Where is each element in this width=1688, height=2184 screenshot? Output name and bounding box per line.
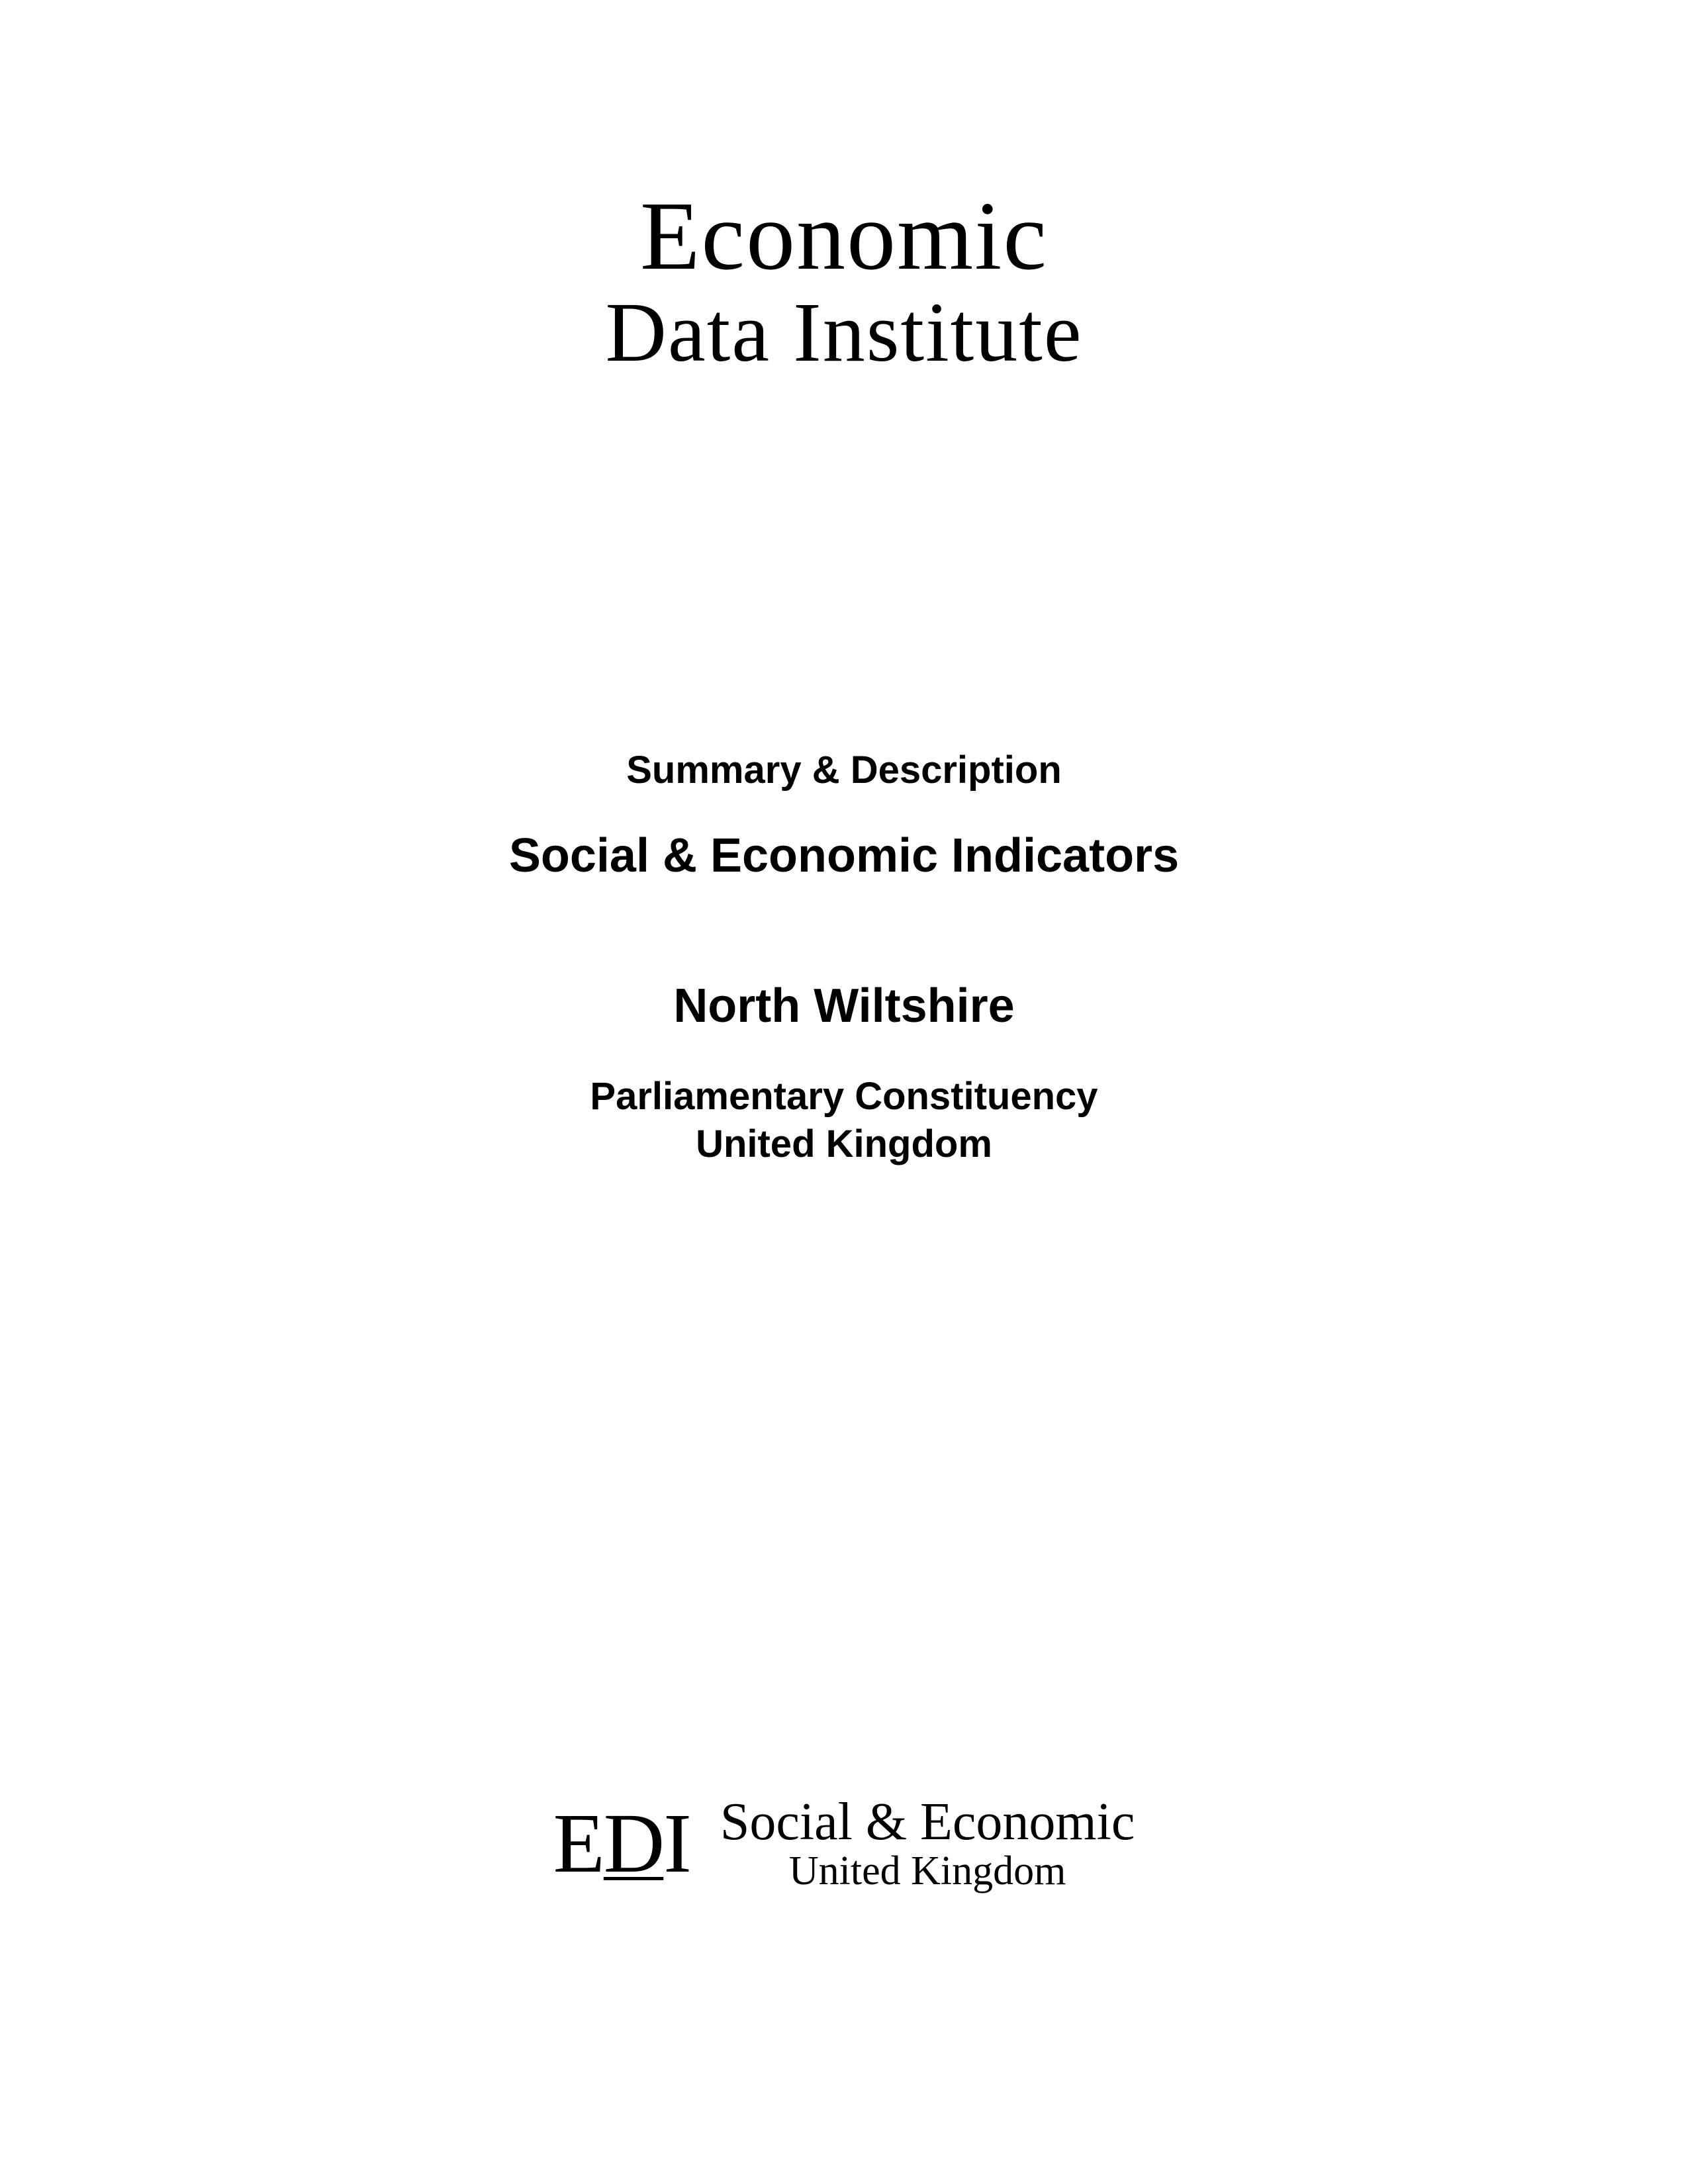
footer-logo: EDI Social & Economic United Kingdom (553, 1794, 1135, 1893)
main-title: Social & Economic Indicators (509, 829, 1179, 883)
subtitle-line1: Parliamentary Constituency (509, 1073, 1179, 1121)
footer-letter-d: D (604, 1796, 663, 1890)
footer-letter-i: I (663, 1796, 690, 1890)
footer-letter-e: E (553, 1796, 604, 1890)
region-name: North Wiltshire (509, 979, 1179, 1033)
footer-line2: United Kingdom (720, 1850, 1135, 1893)
summary-label: Summary & Description (509, 748, 1179, 792)
subtitle-line2: United Kingdom (509, 1120, 1179, 1169)
document-page: Economic Data Institute Summary & Descri… (0, 0, 1688, 2184)
footer-text: Social & Economic United Kingdom (720, 1794, 1135, 1893)
header-line1: Economic (605, 185, 1082, 288)
content-block: Summary & Description Social & Economic … (509, 748, 1179, 1169)
header-logo: Economic Data Institute (605, 185, 1082, 377)
footer-line1: Social & Economic (720, 1794, 1135, 1850)
header-line2: Data Institute (605, 288, 1082, 377)
footer-abbreviation: EDI (553, 1795, 690, 1892)
